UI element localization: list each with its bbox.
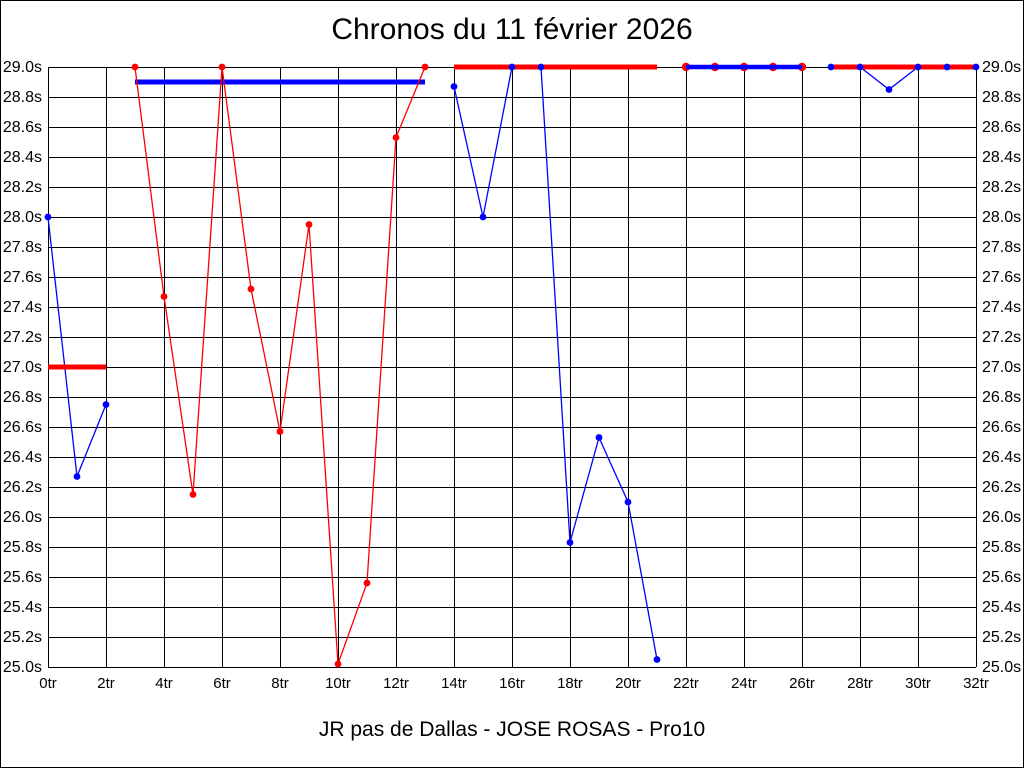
y-tick-label-left: 25.8s — [3, 539, 42, 556]
y-axis-labels-left: 29.0s 28.8s 28.6s 28.4s 28.2s 28.0s 27.8s 27.6s… — [3, 59, 42, 676]
y-tick-label-right: 28.6s — [982, 119, 1021, 136]
y-tick-label-right: 29.0s — [982, 59, 1021, 76]
y-tick-label-right: 26.6s — [982, 419, 1021, 436]
y-tick-label-right: 28.0s — [982, 209, 1021, 226]
red-data-point — [334, 660, 342, 668]
red-data-point — [276, 428, 284, 435]
red-data-point — [160, 293, 168, 300]
y-tick-label-right: 28.2s — [982, 179, 1021, 196]
blue-data-point — [827, 63, 835, 71]
y-tick-label-left: 28.2s — [3, 179, 42, 196]
y-tick-label-left: 29.0s — [3, 59, 42, 76]
y-tick-label-left: 26.4s — [3, 449, 42, 466]
y-tick-label-right: 25.0s — [982, 659, 1021, 676]
x-tick-label: 0tr — [39, 675, 57, 692]
y-tick-label-right: 27.8s — [982, 239, 1021, 256]
y-axis-labels-right: 29.0s 28.8s 28.6s 28.4s 28.2s 28.0s 27.8s 27.6s… — [982, 59, 1021, 676]
y-tick-label-right: 28.4s — [982, 149, 1021, 166]
blue-data-point — [972, 63, 980, 71]
y-tick-label-left: 27.8s — [3, 239, 42, 256]
red-data-point — [392, 134, 400, 141]
blue-data-point — [479, 213, 487, 221]
blue-series-line — [453, 66, 658, 660]
y-tick-label-left: 26.0s — [3, 509, 42, 526]
x-axis-labels: 0tr 2tr 4tr 6tr 8tr 10tr 12tr 14tr 16tr 18tr 20tr 2… — [39, 675, 989, 692]
series-layer — [44, 62, 980, 668]
blue-data-point — [653, 656, 661, 663]
x-tick-label: 6tr — [213, 675, 231, 692]
y-tick-label-right: 27.4s — [982, 299, 1021, 316]
y-tick-label-left: 25.2s — [3, 629, 42, 646]
x-tick-label: 18tr — [557, 675, 583, 692]
red-data-point — [218, 63, 226, 71]
y-tick-label-right: 26.4s — [982, 449, 1021, 466]
y-tick-label-left: 28.0s — [3, 209, 42, 226]
y-tick-label-right: 25.8s — [982, 539, 1021, 556]
chart-footer: JR pas de Dallas - JOSE ROSAS - Pro10 — [318, 718, 706, 741]
blue-data-point — [44, 213, 52, 221]
blue-data-point — [595, 434, 603, 441]
y-tick-label-right: 27.6s — [982, 269, 1021, 286]
y-tick-label-right: 25.6s — [982, 569, 1021, 586]
red-data-point — [189, 491, 197, 498]
x-tick-label: 30tr — [905, 675, 931, 692]
red-data-point — [131, 63, 139, 71]
blue-data-point — [508, 63, 516, 71]
y-tick-label-left: 26.6s — [3, 419, 42, 436]
blue-data-point — [73, 473, 81, 480]
x-tick-label: 4tr — [155, 675, 173, 692]
blue-data-point — [856, 63, 864, 71]
x-tick-label: 14tr — [441, 675, 467, 692]
red-data-point — [421, 63, 429, 71]
x-tick-label: 22tr — [673, 675, 699, 692]
y-tick-label-right: 26.0s — [982, 509, 1021, 526]
x-tick-label: 8tr — [271, 675, 289, 692]
x-tick-label: 12tr — [383, 675, 409, 692]
y-tick-label-right: 25.4s — [982, 599, 1021, 616]
blue-data-point — [450, 83, 458, 90]
y-tick-label-left: 28.8s — [3, 89, 42, 106]
x-tick-label: 16tr — [499, 675, 525, 692]
y-tick-label-right: 27.2s — [982, 329, 1021, 346]
y-tick-label-right: 25.2s — [982, 629, 1021, 646]
blue-data-point — [566, 539, 574, 546]
y-tick-label-left: 28.6s — [3, 119, 42, 136]
blue-series-line — [47, 216, 107, 477]
y-tick-label-left: 25.4s — [3, 599, 42, 616]
x-tick-label: 2tr — [97, 675, 115, 692]
y-tick-label-left: 27.2s — [3, 329, 42, 346]
blue-data-point — [885, 86, 893, 93]
y-tick-label-left: 26.2s — [3, 479, 42, 496]
gridlines — [48, 67, 977, 668]
blue-data-point — [914, 63, 922, 71]
y-tick-label-left: 27.6s — [3, 269, 42, 286]
red-data-point — [305, 221, 313, 228]
y-tick-label-left: 25.6s — [3, 569, 42, 586]
x-tick-label: 10tr — [325, 675, 351, 692]
blue-data-point — [102, 401, 110, 408]
y-tick-label-left: 27.0s — [3, 359, 42, 376]
y-tick-label-left: 26.8s — [3, 389, 42, 406]
blue-data-point — [624, 498, 632, 506]
y-tick-label-right: 26.8s — [982, 389, 1021, 406]
x-tick-label: 28tr — [847, 675, 873, 692]
x-tick-label: 20tr — [615, 675, 641, 692]
y-tick-label-left: 27.4s — [3, 299, 42, 316]
y-tick-label-right: 26.2s — [982, 479, 1021, 496]
red-data-point — [363, 579, 371, 587]
blue-series-line — [831, 66, 976, 91]
y-tick-label-left: 28.4s — [3, 149, 42, 166]
blue-data-point — [537, 63, 545, 71]
x-tick-label: 24tr — [731, 675, 757, 692]
y-tick-label-left: 25.0s — [3, 659, 42, 676]
blue-data-point — [943, 63, 951, 71]
x-tick-label: 32tr — [963, 675, 989, 692]
y-tick-label-right: 28.8s — [982, 89, 1021, 106]
y-tick-label-right: 27.0s — [982, 359, 1021, 376]
red-data-point — [247, 285, 255, 293]
chart-title: Chronos du 11 février 2026 — [331, 13, 693, 46]
x-tick-label: 26tr — [789, 675, 815, 692]
